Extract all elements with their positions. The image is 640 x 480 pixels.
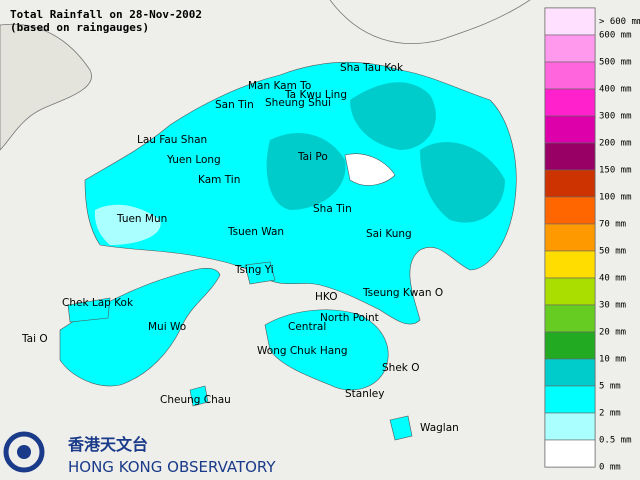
- legend-label: 5 mm: [599, 382, 621, 392]
- place-label: HKO: [315, 291, 337, 303]
- place-label: Stanley: [345, 388, 384, 400]
- legend-label: 40 mm: [599, 274, 626, 284]
- place-label: Mui Wo: [148, 321, 186, 333]
- islet: [189, 385, 209, 407]
- legend-label: 300 mm: [599, 112, 632, 122]
- place-label: Tuen Mun: [116, 213, 167, 225]
- legend-label: 400 mm: [599, 85, 632, 95]
- legend-label: 30 mm: [599, 301, 626, 311]
- border-line: [329, 0, 531, 44]
- place-label: Shek O: [382, 362, 419, 374]
- rain-zone-5mm: [420, 141, 505, 223]
- legend-label: 200 mm: [599, 139, 632, 149]
- legend-label: 70 mm: [599, 220, 626, 230]
- place-label: San Tin: [215, 99, 254, 111]
- legend-label: 100 mm: [599, 193, 632, 203]
- legend-swatch: [544, 142, 596, 171]
- logo-english: HONG KONG OBSERVATORY: [68, 458, 276, 476]
- place-label: Sheung Shui: [265, 97, 331, 109]
- legend-swatch: [544, 385, 596, 414]
- place-label: Sha Tin: [313, 203, 352, 215]
- legend-label: 2 mm: [599, 409, 621, 419]
- islet: [389, 415, 413, 441]
- place-label: Wong Chuk Hang: [257, 345, 348, 357]
- legend-swatch: [544, 88, 596, 117]
- hong-kong-island: [264, 309, 389, 391]
- legend-swatch: [544, 61, 596, 90]
- place-label: Cheung Chau: [160, 394, 231, 406]
- place-label: Sha Tau Kok: [340, 62, 404, 74]
- legend-label: 0.5 mm: [599, 436, 632, 446]
- legend-label: 10 mm: [599, 355, 626, 365]
- legend-swatch: [544, 115, 596, 144]
- legend-swatch: [544, 169, 596, 198]
- place-label: Tseung Kwan O: [362, 287, 443, 299]
- airport-island: [67, 297, 111, 323]
- legend-label: > 600 mm: [599, 17, 640, 27]
- place-label: Chek Lap Kok: [62, 297, 134, 309]
- rain-zone-2mm: [94, 204, 161, 245]
- legend-label: 150 mm: [599, 166, 632, 176]
- place-label: Kam Tin: [198, 174, 240, 186]
- legend-label: 600 mm: [599, 31, 632, 41]
- shenzhen-land: [0, 23, 92, 151]
- legend-label: 500 mm: [599, 58, 632, 68]
- legend-swatch: [544, 304, 596, 333]
- legend-swatch: [544, 250, 596, 279]
- place-label: Central: [288, 321, 326, 333]
- map-subtitle: (based on raingauges): [10, 21, 149, 34]
- logo-emblem: [3, 431, 45, 473]
- place-label: North Point: [320, 312, 379, 324]
- place-label: Tsuen Wan: [227, 226, 284, 238]
- legend-swatch: [544, 439, 596, 468]
- legend-swatch: [544, 277, 596, 306]
- tsing-yi-island: [244, 261, 276, 285]
- legend-swatch: [544, 7, 596, 36]
- place-label: Tsing Yi: [234, 264, 274, 276]
- logo: 香港天文台 HONG KONG OBSERVATORY: [3, 431, 276, 476]
- place-label: Tai O: [21, 333, 48, 345]
- legend-swatch: [544, 331, 596, 360]
- legend-swatch: [544, 196, 596, 225]
- place-label: Tai Po: [297, 151, 328, 163]
- place-label: Sai Kung: [366, 228, 412, 240]
- legend-swatch: [544, 34, 596, 63]
- rain-zone-5mm: [350, 82, 436, 150]
- legend-label: 50 mm: [599, 247, 626, 257]
- tolo-harbour: [344, 153, 396, 186]
- legend-label: 20 mm: [599, 328, 626, 338]
- lantau-island: [59, 267, 221, 387]
- legend-swatch: [544, 412, 596, 441]
- map-title: Total Rainfall on 28-Nov-2002: [10, 8, 202, 21]
- place-label: Ta Kwu Ling: [284, 89, 347, 101]
- rain-zone-5mm: [266, 132, 346, 210]
- place-label: Lau Fau Shan: [137, 134, 207, 146]
- place-label: Man Kam To: [248, 80, 311, 92]
- place-label: Yuen Long: [166, 154, 221, 166]
- logo-chinese: 香港天文台: [67, 435, 148, 454]
- logo-emblem: [17, 445, 31, 459]
- legend-swatch: [544, 358, 596, 387]
- legend-swatch: [544, 223, 596, 252]
- place-label: Waglan: [420, 422, 459, 434]
- legend-label: 0 mm: [599, 463, 621, 473]
